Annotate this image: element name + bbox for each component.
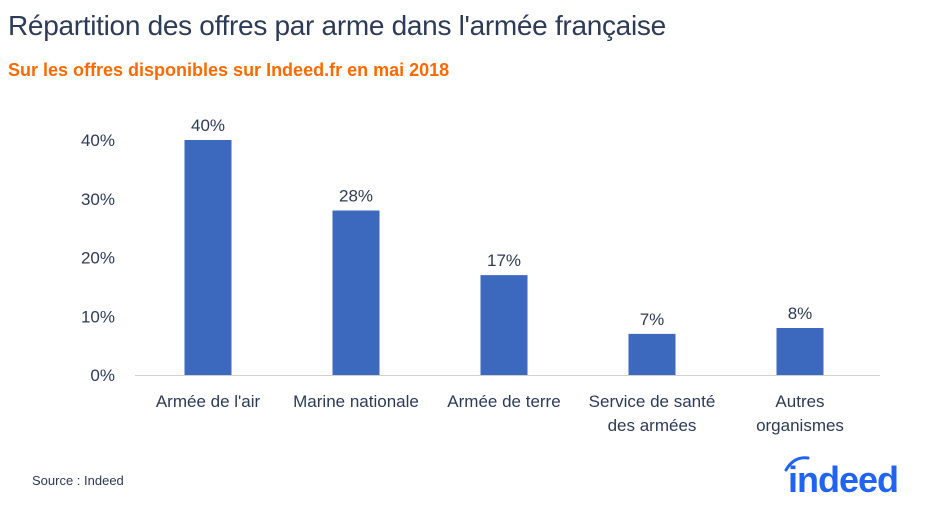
x-tick-label: Marine nationale [293, 392, 419, 411]
x-tick-label: Autres [775, 392, 824, 411]
data-label: 28% [339, 187, 373, 206]
data-label: 17% [487, 251, 521, 270]
bar [776, 328, 824, 375]
bar [628, 333, 676, 375]
y-tick-label: 0% [90, 366, 115, 385]
data-label: 7% [640, 310, 665, 329]
y-tick-label: 30% [81, 190, 115, 209]
bar-chart: 0% 10% 20% 30% 40% 40% Armée de l'air 28% Marine… [81, 116, 880, 435]
chart-subtitle: Sur les offres disponibles sur Indeed.fr… [8, 60, 450, 80]
x-tick-label: des armées [608, 416, 697, 435]
bar [332, 210, 380, 375]
svg-text:indeed: indeed [788, 459, 898, 500]
data-label: 8% [788, 304, 813, 323]
bar [184, 140, 232, 375]
chart-title: Répartition des offres par arme dans l'a… [8, 10, 666, 41]
source-note: Source : Indeed [32, 473, 124, 488]
x-tick-label: Service de santé [589, 392, 716, 411]
x-tick-label: Armée de l'air [156, 392, 261, 411]
data-label: 40% [191, 116, 225, 135]
bar [480, 275, 528, 375]
y-tick-label: 10% [81, 307, 115, 326]
y-tick-label: 20% [81, 249, 115, 268]
x-tick-label: Armée de terre [447, 392, 560, 411]
indeed-logo: indeed [784, 456, 899, 500]
y-tick-label: 40% [81, 131, 115, 150]
x-tick-label: organismes [756, 416, 844, 435]
